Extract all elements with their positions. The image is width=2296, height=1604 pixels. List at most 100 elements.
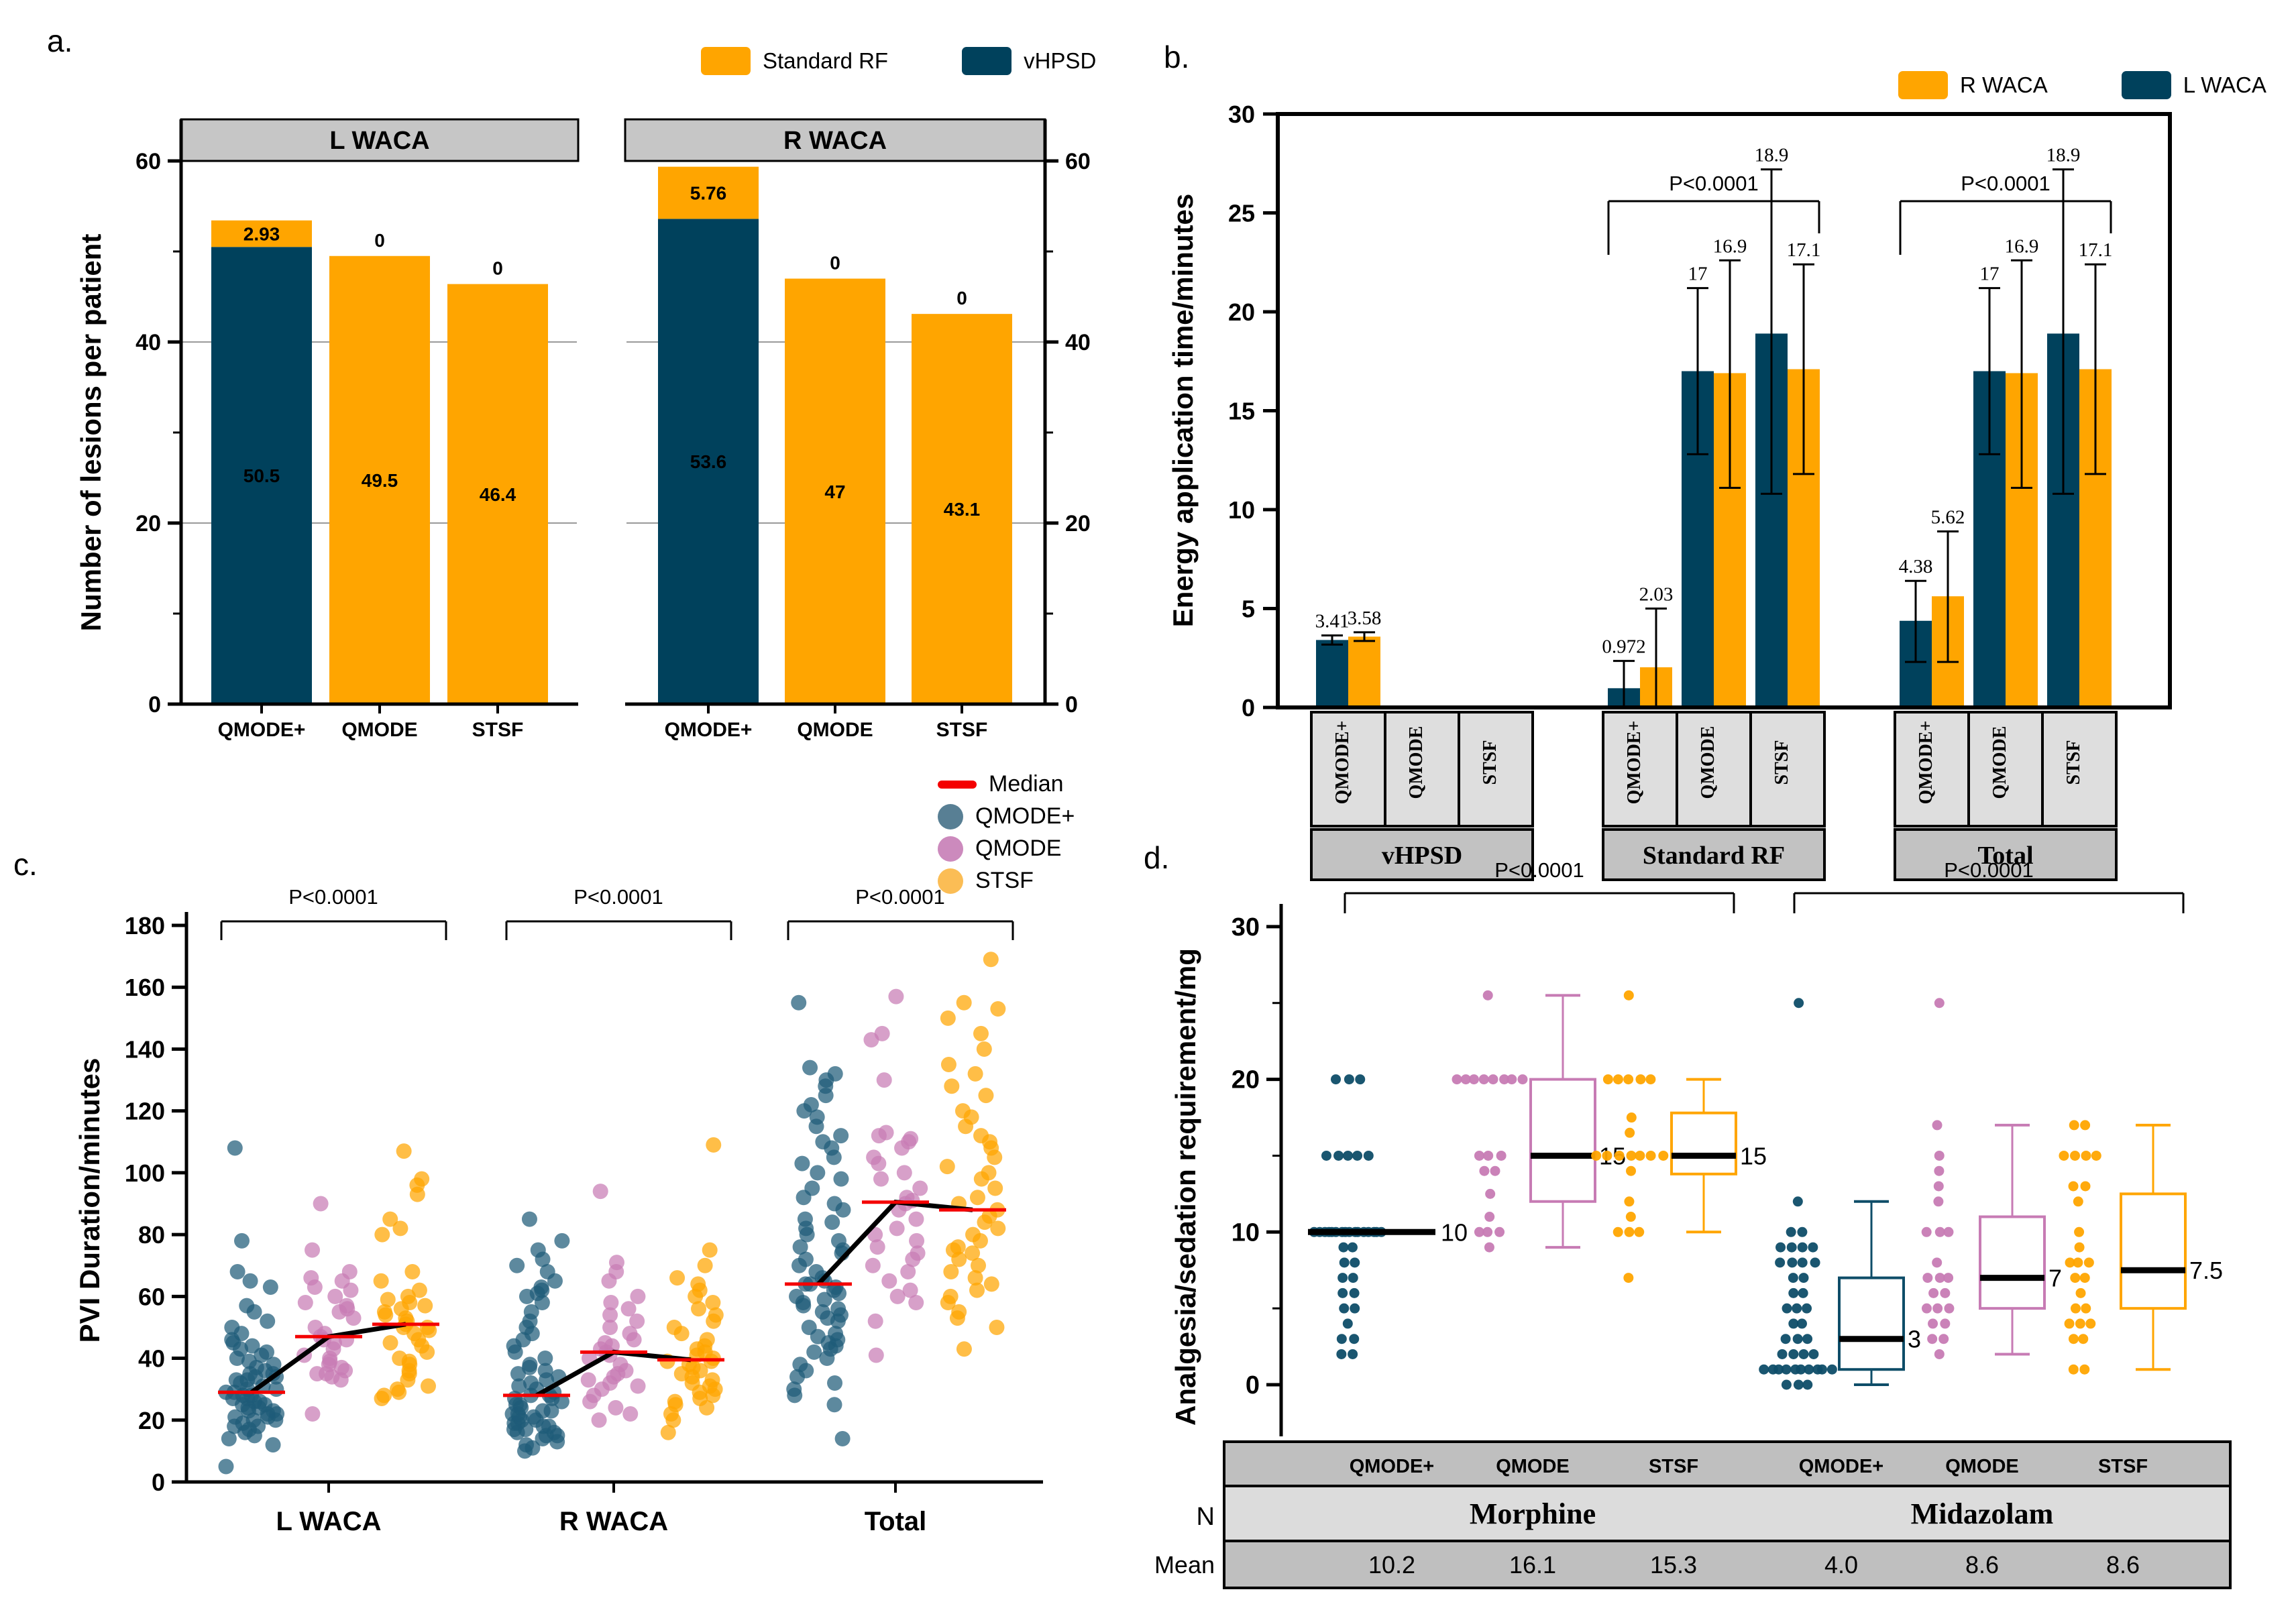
y-tick-label: 5 — [1242, 595, 1255, 623]
data-point — [612, 1357, 628, 1373]
data-point — [889, 1288, 906, 1304]
data-point — [969, 1190, 985, 1206]
data-point — [1614, 1150, 1625, 1161]
qmodeplus-dot-icon — [938, 803, 963, 829]
data-point — [908, 1295, 924, 1311]
data-point — [602, 1307, 618, 1323]
data-point — [242, 1273, 258, 1289]
panel-d-letter: d. — [1144, 840, 1170, 875]
data-point — [630, 1378, 646, 1394]
data-point — [1780, 1334, 1791, 1344]
data-point — [954, 1103, 971, 1119]
data-point — [224, 1319, 240, 1335]
data-point — [1484, 1242, 1494, 1253]
data-point — [1934, 1150, 1945, 1161]
data-point — [965, 1245, 981, 1261]
data-point — [297, 1295, 313, 1311]
error-value-label: 18.9 — [1755, 145, 1789, 166]
facet-title: L WACA — [329, 127, 429, 155]
y-tick-label: 20 — [135, 511, 161, 536]
legend-panel-c: Median QMODE+ QMODE STSF — [938, 771, 1075, 894]
data-point — [865, 1257, 881, 1273]
data-point — [789, 1288, 805, 1304]
data-point — [978, 1088, 994, 1104]
data-point — [522, 1357, 538, 1373]
data-point — [537, 1363, 553, 1379]
data-point — [2080, 1181, 2091, 1192]
data-point — [396, 1143, 412, 1159]
data-point — [1798, 1273, 1809, 1283]
legend-item-stsf: STSF — [938, 868, 1034, 894]
median-value-label: 7 — [2048, 1265, 2062, 1292]
data-point — [792, 1357, 808, 1373]
error-value-label: 2.03 — [1639, 584, 1674, 606]
x-tick-label: QMODE+ — [665, 719, 753, 741]
y-tick-label: 10 — [1232, 1218, 1260, 1247]
bar-value-label: 5.76 — [690, 183, 727, 204]
data-point — [1347, 1242, 1358, 1253]
bar-standard-rf — [329, 255, 430, 704]
y-tick-label: 10 — [1228, 496, 1255, 524]
group-label: Standard RF — [1643, 842, 1785, 870]
data-point — [1802, 1379, 1813, 1390]
table-header-cell: QMODE+ — [1350, 1456, 1435, 1477]
legend-panel-a: Standard RF vHPSD — [701, 47, 1096, 75]
data-point — [1787, 1257, 1798, 1268]
p-value-label: P<0.0001 — [288, 885, 378, 909]
data-point — [1921, 1226, 1932, 1237]
data-point — [339, 1298, 355, 1314]
legend-item-median: Median — [938, 771, 1064, 797]
legend-label: Standard RF — [763, 48, 889, 73]
x-tick-label: R WACA — [559, 1507, 668, 1536]
data-point — [973, 1128, 989, 1144]
data-point — [697, 1257, 713, 1273]
data-point — [244, 1338, 260, 1354]
x-tick-label: QMODE — [341, 719, 417, 741]
data-point — [810, 1165, 826, 1181]
data-point — [990, 1001, 1006, 1017]
data-point — [797, 1211, 813, 1227]
facet-header — [624, 118, 1046, 162]
data-point — [1635, 1150, 1645, 1161]
category-label: QMODE+ — [1916, 721, 1936, 805]
data-point — [876, 1072, 892, 1088]
data-point — [1337, 1287, 1348, 1298]
data-point — [834, 1430, 851, 1446]
data-point — [1808, 1349, 1819, 1359]
data-point — [2064, 1318, 2075, 1329]
data-point — [265, 1437, 281, 1453]
r-waca-swatch-icon — [1898, 71, 1948, 99]
data-point — [1602, 1150, 1612, 1161]
data-point — [1479, 1165, 1490, 1176]
data-point — [2080, 1120, 2091, 1131]
data-point — [510, 1366, 526, 1382]
data-point — [1816, 1364, 1827, 1375]
category-label: STSF — [2063, 740, 2084, 785]
data-point — [2068, 1364, 2079, 1375]
p-value-label: P<0.0001 — [1944, 858, 2034, 882]
p-value-label: P<0.0001 — [573, 885, 663, 909]
data-point — [691, 1301, 707, 1317]
category-box — [2041, 711, 2118, 827]
legend-label: STSF — [975, 868, 1034, 893]
data-point — [1781, 1379, 1792, 1390]
data-point — [2075, 1318, 2085, 1329]
data-point — [827, 1066, 843, 1082]
y-tick-label: 40 — [1065, 330, 1091, 355]
data-point — [867, 1313, 883, 1329]
data-point — [702, 1242, 718, 1258]
data-point — [411, 1282, 427, 1298]
data-point — [1623, 990, 1634, 1000]
table-header-cell: STSF — [2098, 1456, 2148, 1477]
table-row-label: Mean — [1154, 1551, 1215, 1579]
data-point — [303, 1270, 319, 1286]
facet-title: R WACA — [783, 127, 887, 155]
data-point — [313, 1196, 329, 1212]
y-tick-label: 140 — [125, 1035, 165, 1063]
data-point — [1797, 1226, 1808, 1237]
data-point — [944, 1078, 960, 1094]
legend-item-qmodeplus: QMODE+ — [938, 803, 1075, 829]
data-point — [2069, 1120, 2079, 1131]
data-point — [554, 1233, 570, 1249]
data-point — [1775, 1257, 1786, 1268]
